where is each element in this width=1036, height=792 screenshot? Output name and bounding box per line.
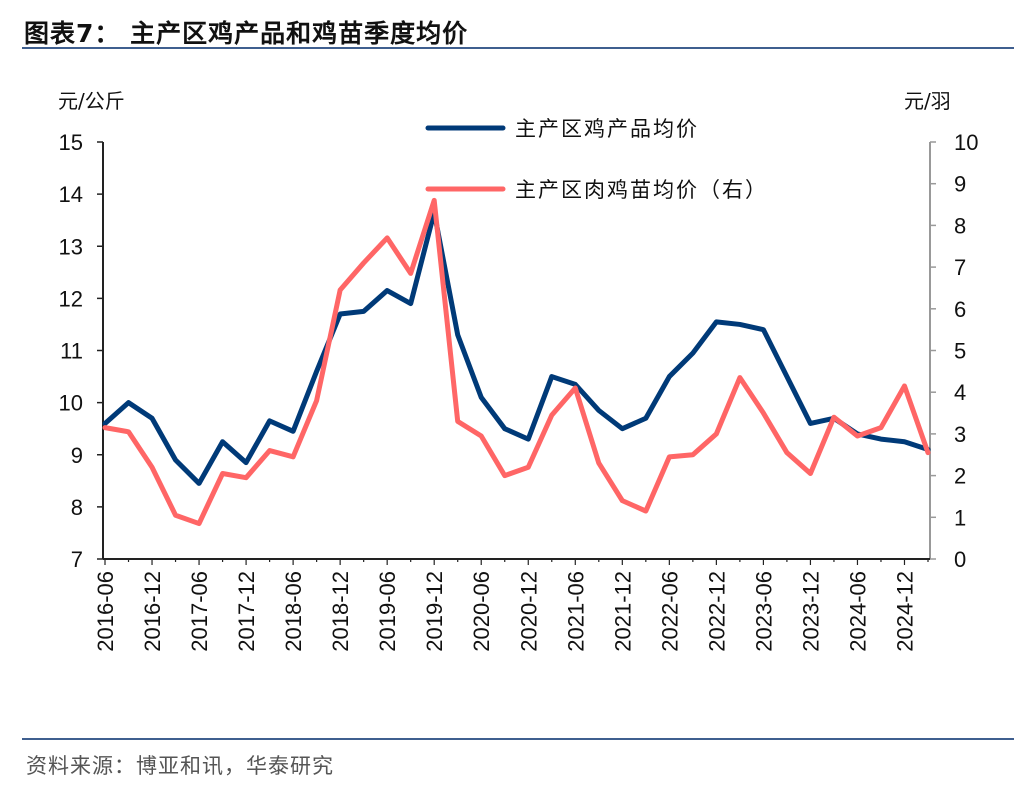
left-tick-label: 15 — [59, 130, 83, 155]
x-tick-label: 2020-12 — [516, 571, 541, 652]
x-tick-label: 2022-06 — [657, 571, 682, 652]
right-tick-label: 8 — [954, 213, 966, 238]
right-tick-label: 10 — [954, 130, 978, 155]
right-tick-label: 5 — [954, 339, 966, 364]
x-tick-label: 2019-06 — [375, 571, 400, 652]
left-tick-label: 9 — [71, 443, 83, 468]
left-tick-label: 7 — [71, 547, 83, 572]
x-tick-label: 2022-12 — [704, 571, 729, 652]
series-line-chicken-product — [102, 209, 931, 486]
x-tick-label: 2018-12 — [328, 571, 353, 652]
chart-title: 图表7： 主产区鸡产品和鸡苗季度均价 — [24, 19, 469, 48]
right-tick-label: 7 — [954, 255, 966, 280]
x-tick-label: 2017-12 — [234, 571, 259, 652]
series-line-chick — [102, 197, 931, 527]
x-tick-label: 2017-06 — [187, 571, 212, 652]
right-tick-label: 6 — [954, 297, 966, 322]
left-tick-label: 13 — [59, 234, 83, 259]
source-note: 资料来源：博亚和讯，华泰研究 — [26, 754, 334, 778]
x-tick-label: 2020-06 — [469, 571, 494, 652]
legend-label: 主产区鸡产品均价 — [515, 117, 699, 141]
right-tick-label: 1 — [954, 505, 966, 530]
x-tick-label: 2024-12 — [892, 571, 917, 652]
x-tick-label: 2016-06 — [93, 571, 118, 652]
title-divider — [22, 47, 1014, 49]
right-tick-label: 0 — [954, 547, 966, 572]
left-axis-unit: 元/公斤 — [58, 89, 125, 113]
x-tick-label: 2021-06 — [563, 571, 588, 652]
x-tick-label: 2023-06 — [751, 571, 776, 652]
legend-label: 主产区肉鸡苗均价（右） — [515, 178, 768, 202]
left-tick-label: 10 — [59, 391, 83, 416]
x-tick-label: 2021-12 — [610, 571, 635, 652]
left-tick-label: 14 — [59, 182, 83, 207]
x-tick-label: 2024-06 — [845, 571, 870, 652]
right-tick-label: 2 — [954, 464, 966, 489]
right-tick-label: 9 — [954, 172, 966, 197]
right-tick-label: 4 — [954, 380, 966, 405]
right-tick-label: 3 — [954, 422, 966, 447]
source-divider — [22, 738, 1014, 740]
left-tick-label: 12 — [59, 286, 83, 311]
left-tick-label: 8 — [71, 495, 83, 520]
x-tick-label: 2023-12 — [798, 571, 823, 652]
right-axis-unit: 元/羽 — [904, 89, 951, 113]
x-tick-label: 2016-12 — [140, 571, 165, 652]
left-tick-label: 11 — [60, 339, 83, 364]
x-tick-label: 2019-12 — [422, 571, 447, 652]
x-tick-label: 2018-06 — [281, 571, 306, 652]
